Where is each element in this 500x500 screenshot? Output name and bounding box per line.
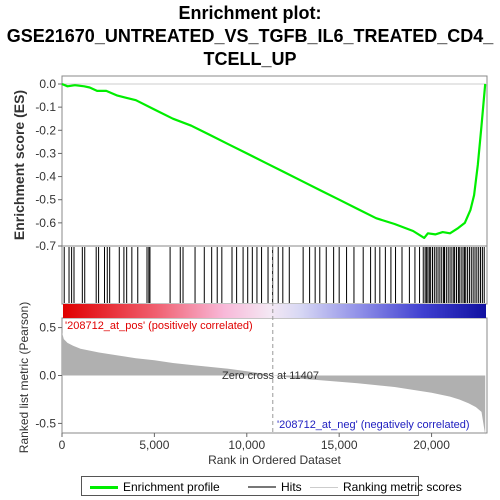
metric-ylabel: Ranked list metric (Pearson) [17, 302, 31, 453]
es-ylabel: Enrichment score (ES) [11, 90, 27, 240]
enrichment-profile-line [61, 82, 487, 239]
es-panel-frame [61, 75, 488, 247]
hits-group [63, 247, 485, 303]
xtick-label: 5,000 [139, 438, 169, 452]
legend-hits-swatch [248, 486, 276, 488]
es-ytick-label: -0.3 [35, 146, 56, 160]
xlabel: Rank in Ordered Dataset [208, 453, 341, 467]
metric-ytick-label: 0.5 [39, 321, 56, 335]
xtick-label: 15,000 [321, 438, 358, 452]
legend-item-hits: Hits [248, 480, 302, 494]
metric-ytick-label: 0.0 [39, 369, 56, 383]
es-ytick-label: -0.2 [35, 123, 56, 137]
es-ytick-label: -0.6 [35, 216, 56, 230]
title-line-2: GSE21670_UNTREATED_VS_TGFB_IL6_TREATED_C… [6, 26, 494, 46]
legend-item-profile: Enrichment profile [90, 480, 220, 494]
es-ytick-label: -0.5 [35, 193, 56, 207]
zero-cross-label: Zero cross at 11407 [222, 370, 319, 382]
legend-profile-label: Enrichment profile [123, 480, 220, 494]
legend-ranking-label: Ranking metric scores [343, 480, 462, 494]
legend-profile-swatch [90, 485, 118, 489]
title-line-3: TCELL_UP [203, 49, 297, 69]
chart-title: Enrichment plot: GSE21670_UNTREATED_VS_T… [0, 2, 500, 71]
legend-hits-label: Hits [281, 480, 302, 494]
legend-ranking-swatch [310, 486, 338, 488]
es-ytick-label: 0.0 [39, 77, 56, 91]
negative-correlation-label: '208712_at_neg' (negatively correlated) [277, 419, 470, 431]
xtick-label: 0 [59, 438, 66, 452]
es-ytick-label: -0.4 [35, 170, 56, 184]
legend-item-ranking: Ranking metric scores [310, 480, 462, 494]
legend: Enrichment profile Hits Ranking metric s… [81, 476, 462, 496]
es-ytick-label: -0.7 [35, 239, 56, 253]
positive-correlation-label: '208712_at_pos' (positively correlated) [65, 320, 253, 332]
es-ytick-label: -0.1 [35, 100, 56, 114]
hits-panel-frame [61, 245, 488, 305]
metric-ytick-label: -0.5 [35, 416, 56, 430]
ranking-color-bar [63, 304, 486, 318]
xtick-label: 20,000 [413, 438, 450, 452]
ranking-metric-area [62, 332, 486, 435]
xtick-label: 10,000 [228, 438, 265, 452]
title-line-1: Enrichment plot: [178, 3, 322, 23]
